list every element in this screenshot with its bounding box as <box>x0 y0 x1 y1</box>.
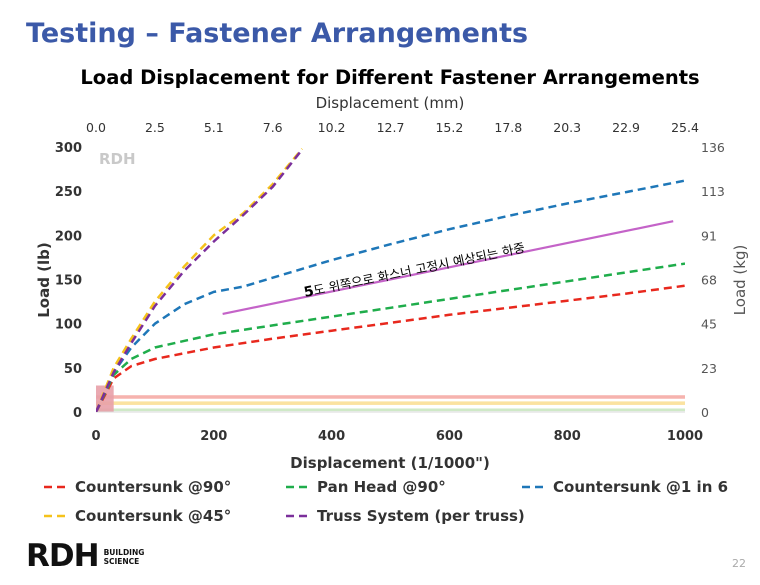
legend-item-5: Truss System (per truss) <box>286 507 525 525</box>
series-line-4 <box>96 148 304 412</box>
y2-tick-label: 91 <box>701 228 717 243</box>
rdh-logo: RDH BUILDING SCIENCE <box>26 541 144 572</box>
chart-watermark: RDH <box>99 150 136 168</box>
x2-tick-label: 7.6 <box>263 120 283 135</box>
x-tick-label: 800 <box>554 429 581 444</box>
x-tick-label: 200 <box>200 429 227 444</box>
x-tick-label: 400 <box>318 429 345 444</box>
y2-tick-label: 0 <box>701 405 709 420</box>
page-number: 22 <box>732 557 746 570</box>
x2-tick-label: 15.2 <box>435 120 463 135</box>
y-tick-label: 0 <box>73 406 82 421</box>
chart-title: Load Displacement for Different Fastener… <box>80 66 699 89</box>
series-line-1 <box>96 284 685 412</box>
logo-mark-text: RDH <box>26 538 100 574</box>
y-tick-label: 300 <box>55 141 82 156</box>
x-tick-label: 0 <box>91 429 100 444</box>
x2-tick-label: 0.0 <box>86 120 106 135</box>
y-tick-label: 100 <box>55 318 82 333</box>
y2-tick-label: 68 <box>701 273 717 288</box>
legend-item-2: Pan Head @90° <box>286 478 446 496</box>
series-line-5 <box>96 148 304 412</box>
legend: Countersunk @90° Pan Head @90° Countersunk… <box>44 478 728 525</box>
y2-tick-label: 113 <box>701 184 725 199</box>
legend-label: Countersunk @45° <box>75 507 231 525</box>
x2-tick-label: 10.2 <box>318 120 346 135</box>
x2-axis-title: Displacement (mm) <box>316 94 465 112</box>
annotation-label: 도 위쪽으로 화스너 고정시 예상되는 하중 <box>312 240 526 298</box>
logo-sub-line2: SCIENCE <box>103 556 140 566</box>
y2-tick-label: 23 <box>701 361 717 376</box>
annotation-prefix: 5 <box>303 283 316 301</box>
y-axis-title: Load (lb) <box>35 242 53 318</box>
legend-item-1: Countersunk @90° <box>44 478 231 496</box>
x2-tick-label: 17.8 <box>494 120 522 135</box>
x2-tick-label: 22.9 <box>612 120 640 135</box>
legend-label: Pan Head @90° <box>317 478 446 496</box>
legend-item-3: Countersunk @1 in 6 <box>522 478 728 496</box>
x-tick-label: 600 <box>436 429 463 444</box>
x2-tick-label: 12.7 <box>377 120 405 135</box>
logo-sub-line1: BUILDING <box>103 547 145 557</box>
legend-item-4: Countersunk @45° <box>44 507 231 525</box>
y-tick-label: 250 <box>55 185 82 200</box>
x2-tick-label: 5.1 <box>204 120 224 135</box>
x2-tick-label: 25.4 <box>671 120 699 135</box>
y2-tick-label: 136 <box>701 140 725 155</box>
legend-label: Countersunk @90° <box>75 478 231 496</box>
x2-tick-label: 20.3 <box>553 120 581 135</box>
y2-tick-label: 45 <box>701 317 717 332</box>
red-band <box>96 395 685 399</box>
series-line-3 <box>96 179 685 412</box>
logo-subtitle: BUILDING SCIENCE <box>104 548 145 566</box>
y-tick-label: 150 <box>55 274 82 289</box>
series-line-2 <box>96 262 685 412</box>
green-band <box>96 408 685 412</box>
legend-label: Countersunk @1 in 6 <box>553 478 728 496</box>
slide-title: Testing – Fastener Arrangements <box>26 18 529 49</box>
legend-label: Truss System (per truss) <box>317 507 525 525</box>
yellow-band <box>96 401 685 405</box>
x2-tick-label: 2.5 <box>145 120 165 135</box>
x-tick-label: 1000 <box>667 429 703 444</box>
x-axis-title: Displacement (1/1000") <box>290 454 490 472</box>
y-tick-label: 50 <box>64 362 82 377</box>
expected-load-line <box>222 220 674 316</box>
y-tick-label: 200 <box>55 229 82 244</box>
logo-mark: RDH <box>26 538 100 574</box>
y2-axis-title: Load (kg) <box>731 245 749 316</box>
